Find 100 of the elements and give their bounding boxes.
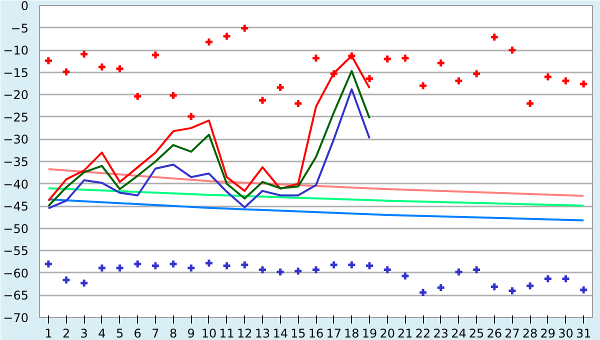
x-tick-label: 13 — [254, 326, 270, 340]
point — [204, 37, 214, 47]
x-tick-label: 9 — [187, 326, 195, 340]
point — [472, 265, 482, 275]
x-tick-label: 31 — [576, 326, 592, 340]
point — [329, 68, 339, 78]
point — [507, 286, 517, 296]
x-tick-label: 22 — [415, 326, 431, 340]
point — [186, 263, 196, 273]
point — [346, 51, 356, 61]
x-tick-label: 11 — [219, 326, 234, 340]
point — [258, 265, 268, 275]
y-tick-label: −55 — [3, 244, 29, 258]
x-tick-label: 28 — [522, 326, 538, 340]
x-tick-label: 2 — [62, 326, 70, 340]
point — [311, 53, 321, 63]
y-tick-label: −5 — [10, 21, 29, 36]
point — [79, 278, 89, 288]
point — [490, 282, 500, 292]
x-tick-label: 21 — [398, 326, 413, 340]
point — [186, 112, 196, 122]
point — [168, 259, 178, 269]
point — [132, 92, 142, 102]
point — [222, 261, 232, 271]
y-tick-label: −60 — [3, 266, 29, 280]
point — [132, 259, 142, 269]
y-tick-label: −65 — [3, 288, 29, 303]
point — [543, 274, 553, 284]
point — [204, 258, 214, 268]
x-tick-label: 18 — [344, 326, 360, 340]
point — [311, 265, 321, 275]
x-tick-label: 4 — [98, 326, 106, 340]
point — [62, 275, 72, 285]
y-tick-label: −30 — [3, 132, 29, 147]
x-tick-label: 14 — [272, 326, 288, 340]
point — [258, 96, 268, 106]
x-tick-label: 8 — [169, 326, 178, 340]
y-tick-label: −25 — [3, 110, 29, 124]
x-tick-label: 27 — [504, 326, 520, 340]
line-series — [47, 187, 585, 207]
point — [454, 267, 464, 277]
x-tick-label: 29 — [540, 326, 556, 340]
x-tick-label: 5 — [116, 326, 124, 340]
y-tick-label: −50 — [3, 222, 29, 236]
point — [97, 62, 107, 72]
x-tick-label: 16 — [308, 326, 324, 340]
point — [240, 23, 250, 33]
x-tick-label: 25 — [468, 326, 484, 340]
point — [364, 74, 374, 84]
point — [525, 98, 535, 108]
point — [400, 53, 410, 63]
point — [382, 54, 392, 64]
point — [490, 32, 500, 42]
point — [276, 82, 286, 92]
y-tick-label: −35 — [3, 155, 29, 169]
point — [560, 274, 570, 284]
line-series — [47, 198, 585, 222]
y-tick-label: −70 — [3, 311, 29, 325]
y-tick-label: −10 — [3, 44, 29, 58]
point — [578, 285, 588, 295]
point — [454, 76, 464, 86]
point — [525, 281, 535, 291]
x-tick-label: 15 — [290, 326, 306, 340]
x-tick-label: 3 — [80, 326, 88, 340]
point — [115, 64, 125, 74]
point — [276, 267, 286, 277]
y-tick-label: −40 — [3, 177, 29, 192]
x-tick-label: 20 — [380, 326, 395, 340]
point — [507, 45, 517, 55]
point — [150, 50, 160, 60]
point — [62, 67, 72, 77]
point — [364, 261, 374, 271]
point — [418, 288, 428, 298]
x-tick-label: 26 — [486, 326, 502, 340]
x-tick-label: 12 — [237, 326, 252, 340]
x-tick-label: 7 — [152, 326, 160, 340]
x-tick-label: 1 — [44, 326, 52, 340]
point — [382, 265, 392, 275]
y-tick-label: 0 — [20, 0, 29, 13]
point — [79, 49, 89, 59]
point — [222, 32, 232, 42]
x-tick-label: 17 — [326, 326, 342, 340]
line-series — [47, 168, 585, 197]
point — [472, 68, 482, 78]
x-tick-label: 6 — [134, 326, 142, 340]
point — [293, 266, 303, 276]
point — [543, 72, 553, 82]
point — [240, 260, 250, 270]
y-tick-label: −15 — [3, 66, 29, 80]
x-tick-label: 24 — [451, 326, 466, 340]
y-tick-label: −20 — [3, 88, 29, 102]
point — [329, 260, 339, 270]
point — [400, 271, 410, 281]
point — [436, 58, 446, 68]
x-tick-label: 30 — [558, 326, 574, 340]
point — [293, 98, 303, 108]
x-tick-label: 23 — [433, 326, 449, 340]
point — [560, 76, 570, 86]
point — [97, 263, 107, 273]
x-tick-label: 10 — [201, 326, 217, 340]
